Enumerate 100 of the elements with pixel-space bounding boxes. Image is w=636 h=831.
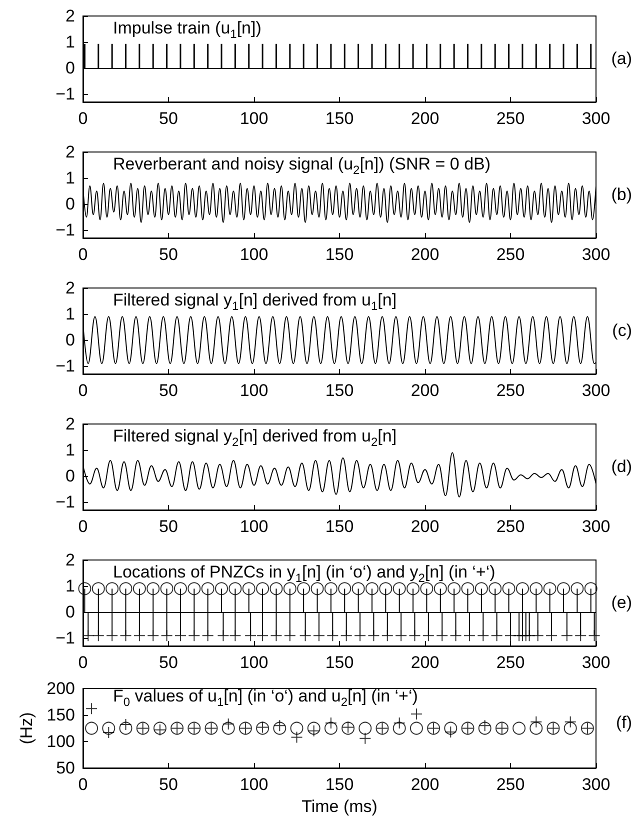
x-tick-label: 300	[582, 775, 610, 794]
x-tick-label: 250	[496, 653, 525, 672]
x-tick-label: 100	[240, 381, 268, 400]
x-tick-label: 0	[78, 245, 88, 264]
x-tick-label: 150	[325, 517, 354, 536]
x-tick-label: 50	[159, 653, 178, 672]
point	[530, 722, 543, 735]
x-tick-label: 0	[78, 109, 88, 128]
y-tick-label: −1	[56, 356, 75, 376]
point	[359, 732, 372, 744]
point	[222, 718, 234, 730]
point	[392, 722, 406, 735]
point	[410, 708, 422, 720]
x-tick-label: 100	[240, 653, 268, 672]
y-tick-label: −1	[56, 492, 75, 512]
text: (d)	[611, 457, 632, 476]
x-tick-label: 0	[78, 775, 88, 794]
y-tick-label: 1	[66, 32, 75, 52]
y-axis-title: (Hz)	[17, 712, 36, 744]
point	[512, 722, 526, 735]
y-tick-label: 0	[66, 602, 75, 622]
point	[273, 722, 286, 735]
x-tick-label: 100	[240, 775, 268, 794]
point	[478, 722, 492, 735]
x-tick-label: 150	[325, 109, 354, 128]
x-tick-label: 150	[325, 653, 354, 672]
point	[393, 716, 406, 729]
y-tick-label: −1	[56, 220, 75, 240]
x-tick-label: 300	[582, 245, 610, 264]
x-tick-label: 200	[410, 109, 440, 128]
y-tick-label: 200	[46, 679, 75, 698]
point	[308, 724, 320, 737]
x-tick-label: 0	[78, 381, 88, 400]
x-tick-label: 300	[582, 109, 610, 128]
x-tick-label: 100	[240, 109, 268, 128]
x-tick-label: 0	[78, 653, 88, 672]
x-tick-label: 300	[582, 653, 610, 672]
y-tick-label: 0	[66, 194, 75, 214]
y-tick-label: −1	[56, 628, 75, 648]
x-tick-label: 300	[582, 381, 610, 400]
y-tick-label: 2	[66, 278, 75, 298]
point	[85, 722, 98, 735]
y-tick-label: 0	[66, 466, 75, 486]
x-tick-label: 250	[496, 517, 525, 536]
point	[290, 731, 303, 744]
point	[120, 718, 132, 731]
y-tick-label: 0	[66, 330, 75, 350]
x-tick-label: 150	[325, 245, 354, 264]
y-tick-label: 2	[66, 142, 75, 162]
point	[290, 722, 304, 735]
x-tick-label: 150	[325, 775, 354, 794]
x-tick-label: 50	[159, 517, 178, 536]
x-tick-label: 250	[496, 381, 525, 400]
x-tick-label: 150	[325, 381, 354, 400]
point	[102, 726, 115, 738]
y-tick-label: −1	[56, 84, 75, 104]
y-tick-label: 1	[66, 168, 75, 188]
point	[324, 716, 337, 729]
y-tick-label: 2	[66, 414, 75, 434]
point	[222, 722, 235, 735]
point	[307, 722, 320, 735]
y-tick-label: 1	[66, 576, 75, 596]
text: (c)	[612, 321, 632, 340]
y-tick-label: 0	[66, 58, 75, 78]
text: (f)	[616, 713, 632, 732]
x-axis-title: Time (ms)	[302, 796, 378, 816]
point	[410, 722, 423, 735]
point	[358, 722, 372, 735]
y-tick-label: 150	[46, 706, 75, 724]
point	[478, 720, 491, 732]
text: (b)	[611, 185, 632, 204]
x-tick-label: 200	[410, 775, 440, 794]
point	[444, 726, 457, 738]
x-tick-label: 250	[496, 245, 525, 264]
point	[444, 722, 458, 735]
point	[119, 722, 132, 735]
point	[102, 722, 116, 735]
point	[324, 722, 338, 735]
x-tick-label: 300	[582, 517, 610, 536]
y-tick-label: 1	[66, 304, 75, 324]
text: (e)	[611, 593, 632, 612]
y-tick-label: 2	[66, 6, 75, 26]
x-tick-label: 250	[496, 109, 525, 128]
point	[274, 720, 286, 732]
y-tick-label: 100	[46, 732, 75, 751]
x-tick-label: 200	[410, 245, 440, 264]
y-tick-label: 1	[66, 440, 75, 460]
x-tick-label: 0	[78, 517, 88, 536]
x-tick-label: 100	[240, 517, 268, 536]
point	[564, 716, 576, 728]
y-tick-label: 2	[66, 550, 75, 570]
text: (a)	[611, 49, 632, 68]
x-tick-label: 200	[410, 381, 440, 400]
point	[86, 702, 98, 715]
x-tick-label: 50	[159, 381, 178, 400]
x-tick-label: 50	[159, 775, 178, 794]
point	[530, 716, 542, 728]
x-tick-label: 200	[410, 653, 440, 672]
x-tick-label: 50	[159, 109, 178, 128]
x-tick-label: 200	[410, 517, 440, 536]
